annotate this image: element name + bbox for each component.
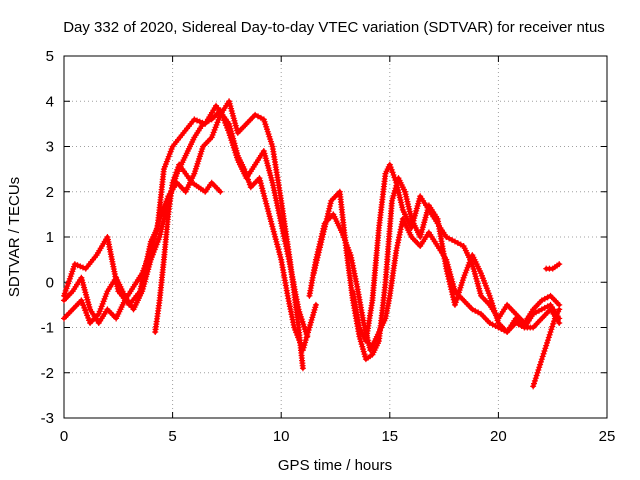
x-tick-label: 10 (273, 428, 290, 445)
data-point (304, 333, 311, 340)
y-tick-label: 5 (46, 48, 54, 65)
x-axis-label: GPS time / hours (278, 457, 392, 474)
data-point (539, 353, 546, 360)
data-point (535, 367, 542, 374)
y-tick-label: 0 (46, 274, 54, 291)
data-point (546, 331, 553, 338)
data-point (532, 375, 539, 382)
data-point (544, 337, 551, 344)
series-track-6 (310, 175, 563, 363)
data-point (556, 261, 563, 268)
data-point (556, 319, 563, 326)
data-point (312, 301, 319, 308)
series-track-9 (543, 261, 563, 272)
data-point (536, 364, 543, 371)
data-point (74, 262, 81, 269)
data-point (80, 264, 87, 271)
y-tick-label: 2 (46, 184, 54, 201)
data-point (547, 329, 554, 336)
y-axis-label: SDTVAR / TECUs (6, 177, 23, 297)
y-tick-label: 4 (46, 93, 54, 110)
data-point (544, 339, 551, 346)
data-point (530, 383, 537, 390)
data-point (299, 365, 306, 372)
y-tick-label: -2 (41, 365, 54, 382)
y-tick-label: -3 (41, 410, 54, 427)
data-point (537, 358, 544, 365)
data-point (534, 369, 541, 376)
x-tick-label: 25 (599, 428, 616, 445)
series-track-7 (349, 161, 563, 345)
series-track-2 (61, 107, 311, 340)
data-point (537, 361, 544, 368)
data-point (217, 188, 224, 195)
data-points (61, 98, 563, 390)
x-tick-label: 20 (490, 428, 507, 445)
x-tick-label: 5 (168, 428, 176, 445)
series-track-3 (61, 98, 306, 372)
data-point (191, 116, 198, 123)
series-track-4 (152, 161, 224, 336)
data-point (542, 345, 549, 352)
y-tick-label: 3 (46, 139, 54, 156)
data-point (540, 350, 547, 357)
data-point (533, 372, 540, 379)
plot-frame (63, 55, 608, 419)
data-point (550, 320, 557, 327)
axis-ticks: 0 5 10 15 20 25 -3 -2 -1 0 1 2 3 4 5 (41, 48, 616, 445)
data-point (545, 334, 552, 341)
data-point (551, 318, 558, 325)
data-point (196, 118, 203, 125)
data-point (194, 117, 201, 124)
chart-title: Day 332 of 2020, Sidereal Day-to-day VTE… (63, 19, 605, 36)
data-point (556, 306, 563, 313)
series-track-8 (530, 306, 563, 390)
data-point (541, 348, 548, 355)
grid-lines (64, 56, 607, 418)
data-point (543, 342, 550, 349)
data-point (71, 261, 78, 268)
y-tick-label: -1 (41, 320, 54, 337)
x-tick-label: 15 (381, 428, 398, 445)
data-point (531, 380, 538, 387)
series-path (311, 176, 562, 362)
series-path (62, 99, 305, 371)
data-point (549, 323, 556, 330)
data-point (548, 326, 555, 333)
y-tick-label: 1 (46, 229, 54, 246)
data-point (538, 356, 545, 363)
data-point (531, 377, 538, 384)
data-point (77, 263, 84, 270)
x-tick-label: 0 (60, 428, 68, 445)
